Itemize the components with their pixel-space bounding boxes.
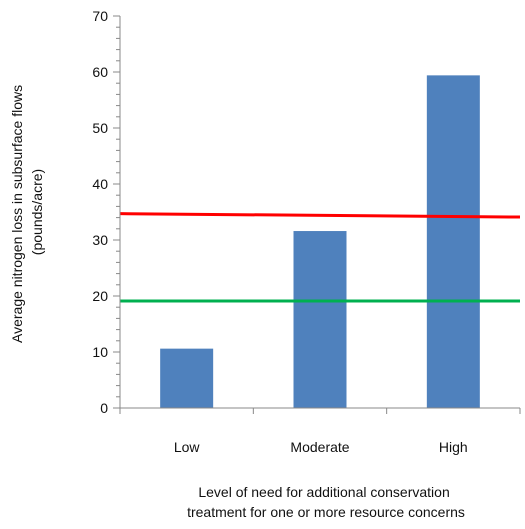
x-tick-label-moderate: Moderate <box>290 439 349 455</box>
y-axis-title-line-1: Average nitrogen loss in subsurface flow… <box>9 85 25 343</box>
x-tick-labels: Low Moderate High <box>174 439 468 455</box>
y-tick-label: 10 <box>92 344 108 360</box>
bar-high <box>426 75 480 409</box>
reference-lines <box>119 212 521 303</box>
x-tick-label-low: Low <box>174 439 201 455</box>
bar-moderate <box>293 231 347 408</box>
y-tick-label: 30 <box>92 232 108 248</box>
y-tick-label: 60 <box>92 64 108 80</box>
y-tick-labels: 0 10 20 30 40 50 60 70 <box>92 8 108 416</box>
y-axis-title-line-2: (pounds/acre) <box>29 169 45 255</box>
y-tick-label: 0 <box>100 400 108 416</box>
axes <box>113 15 521 414</box>
bar-low <box>160 348 214 408</box>
y-tick-label: 70 <box>92 8 108 24</box>
x-tick-label-high: High <box>439 439 468 455</box>
x-axis-title: Level of need for additional conservatio… <box>187 484 465 520</box>
y-tick-label: 40 <box>92 176 108 192</box>
y-axis-title: Average nitrogen loss in subsurface flow… <box>9 81 45 343</box>
bars <box>160 75 480 409</box>
y-tick-label: 20 <box>92 288 108 304</box>
y-tick-label: 50 <box>92 120 108 136</box>
x-axis-title-line-1: Level of need for additional conservatio… <box>198 484 449 500</box>
reference-line-1 <box>119 212 521 219</box>
x-axis-title-line-2: treatment for one or more resource conce… <box>187 504 465 520</box>
